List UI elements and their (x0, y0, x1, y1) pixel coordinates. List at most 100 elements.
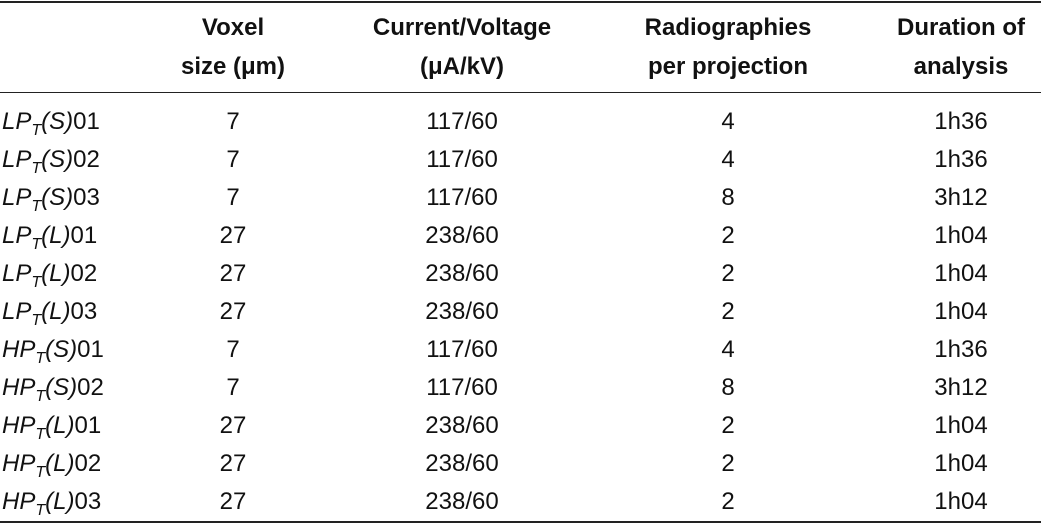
label-part: T (31, 274, 42, 291)
label-part: (L) (45, 412, 75, 439)
label-part: T (31, 160, 42, 177)
cell: 27 (219, 488, 247, 515)
label-part: (S) (45, 374, 78, 401)
header-cell: (μA/kV) (419, 53, 505, 80)
label-part: LP (2, 222, 32, 249)
cell: 1h04 (934, 450, 988, 477)
cell: 1h36 (934, 146, 988, 173)
label-part: T (31, 312, 42, 329)
row-label: LPT(S)03 (2, 183, 100, 215)
label-part: T (31, 122, 42, 139)
cell: 117/60 (426, 184, 498, 211)
cell: 7 (226, 336, 240, 363)
row-label: HPT(L)03 (2, 487, 101, 519)
label-part: LP (2, 298, 32, 325)
row-label: LPT(L)03 (2, 297, 98, 329)
header-cell: Voxel (201, 14, 265, 41)
label-part: LP (2, 108, 32, 135)
label-part: HP (2, 488, 36, 515)
cell: 238/60 (425, 260, 499, 287)
header-cell: per projection (647, 53, 809, 80)
label-part: LP (2, 260, 32, 287)
cell: 3h12 (934, 184, 988, 211)
cell: 1h04 (934, 260, 988, 287)
cell: 8 (721, 374, 735, 401)
cell: 2 (721, 488, 735, 515)
cell: 238/60 (425, 412, 499, 439)
label-part: (L) (41, 260, 71, 287)
header-cell: Duration of (897, 14, 1025, 41)
cell: 27 (219, 298, 247, 325)
label-part: LP (2, 146, 32, 173)
label-part: (S) (41, 108, 74, 135)
bottom-rule (0, 521, 1041, 523)
cell: 27 (219, 260, 247, 287)
label-part: 02 (73, 146, 100, 173)
cell: 1h04 (934, 488, 988, 515)
cell: 7 (226, 108, 240, 135)
cell: 27 (219, 412, 247, 439)
label-part: T (31, 236, 42, 253)
cell: 7 (226, 374, 240, 401)
label-part: (L) (41, 222, 71, 249)
label-part: 03 (70, 298, 98, 325)
row-label: LPT(L)01 (2, 221, 98, 253)
cell: 238/60 (425, 488, 499, 515)
cell: 2 (721, 450, 735, 477)
cell: 4 (721, 146, 735, 173)
cell: 117/60 (426, 146, 498, 173)
cell: 7 (226, 146, 240, 173)
label-part: LP (2, 184, 32, 211)
row-label: LPT(L)02 (2, 259, 98, 291)
header-cell: Radiographies (644, 14, 812, 41)
label-part: T (35, 388, 46, 405)
header-cell: size (μm) (180, 53, 286, 80)
cell: 2 (721, 260, 735, 287)
cell: 117/60 (426, 336, 498, 363)
label-part: T (35, 464, 46, 481)
row-label: HPT(L)02 (2, 449, 102, 481)
label-part: HP (2, 450, 36, 477)
header-cell: Current/Voltage (372, 14, 552, 41)
label-part: 02 (77, 374, 104, 401)
label-part: 01 (77, 336, 104, 363)
label-part: 02 (74, 450, 102, 477)
label-part: HP (2, 336, 36, 363)
cell: 1h04 (934, 298, 988, 325)
cell: 27 (219, 450, 247, 477)
label-part: (S) (45, 336, 78, 363)
label-part: (S) (41, 184, 74, 211)
cell: 117/60 (426, 374, 498, 401)
label-part: (L) (45, 488, 75, 515)
label-part: (S) (41, 146, 74, 173)
row-label: HPT(L)01 (2, 411, 102, 443)
cell: 2 (721, 412, 735, 439)
label-part: T (35, 426, 46, 443)
cell: 3h12 (934, 374, 988, 401)
cell: 238/60 (425, 222, 499, 249)
header-cell: analysis (913, 53, 1009, 80)
cell: 1h36 (934, 108, 988, 135)
cell: 2 (721, 222, 735, 249)
label-part: T (35, 350, 46, 367)
cell: 4 (721, 108, 735, 135)
cell: 1h04 (934, 412, 988, 439)
cell: 238/60 (425, 298, 499, 325)
label-part: (L) (45, 450, 75, 477)
label-part: 02 (70, 260, 98, 287)
label-part: T (31, 198, 42, 215)
row-label: HPT(S)02 (2, 373, 104, 405)
row-label: LPT(S)02 (2, 145, 100, 177)
row-label: LPT(S)01 (2, 107, 100, 139)
header-rule (0, 92, 1041, 93)
label-part: (L) (41, 298, 71, 325)
cell: 117/60 (426, 108, 498, 135)
top-rule (0, 1, 1041, 3)
label-part: 01 (70, 222, 98, 249)
cell: 1h04 (934, 222, 988, 249)
cell: 7 (226, 184, 240, 211)
label-part: T (35, 502, 46, 519)
label-part: 01 (74, 412, 102, 439)
cell: 2 (721, 298, 735, 325)
